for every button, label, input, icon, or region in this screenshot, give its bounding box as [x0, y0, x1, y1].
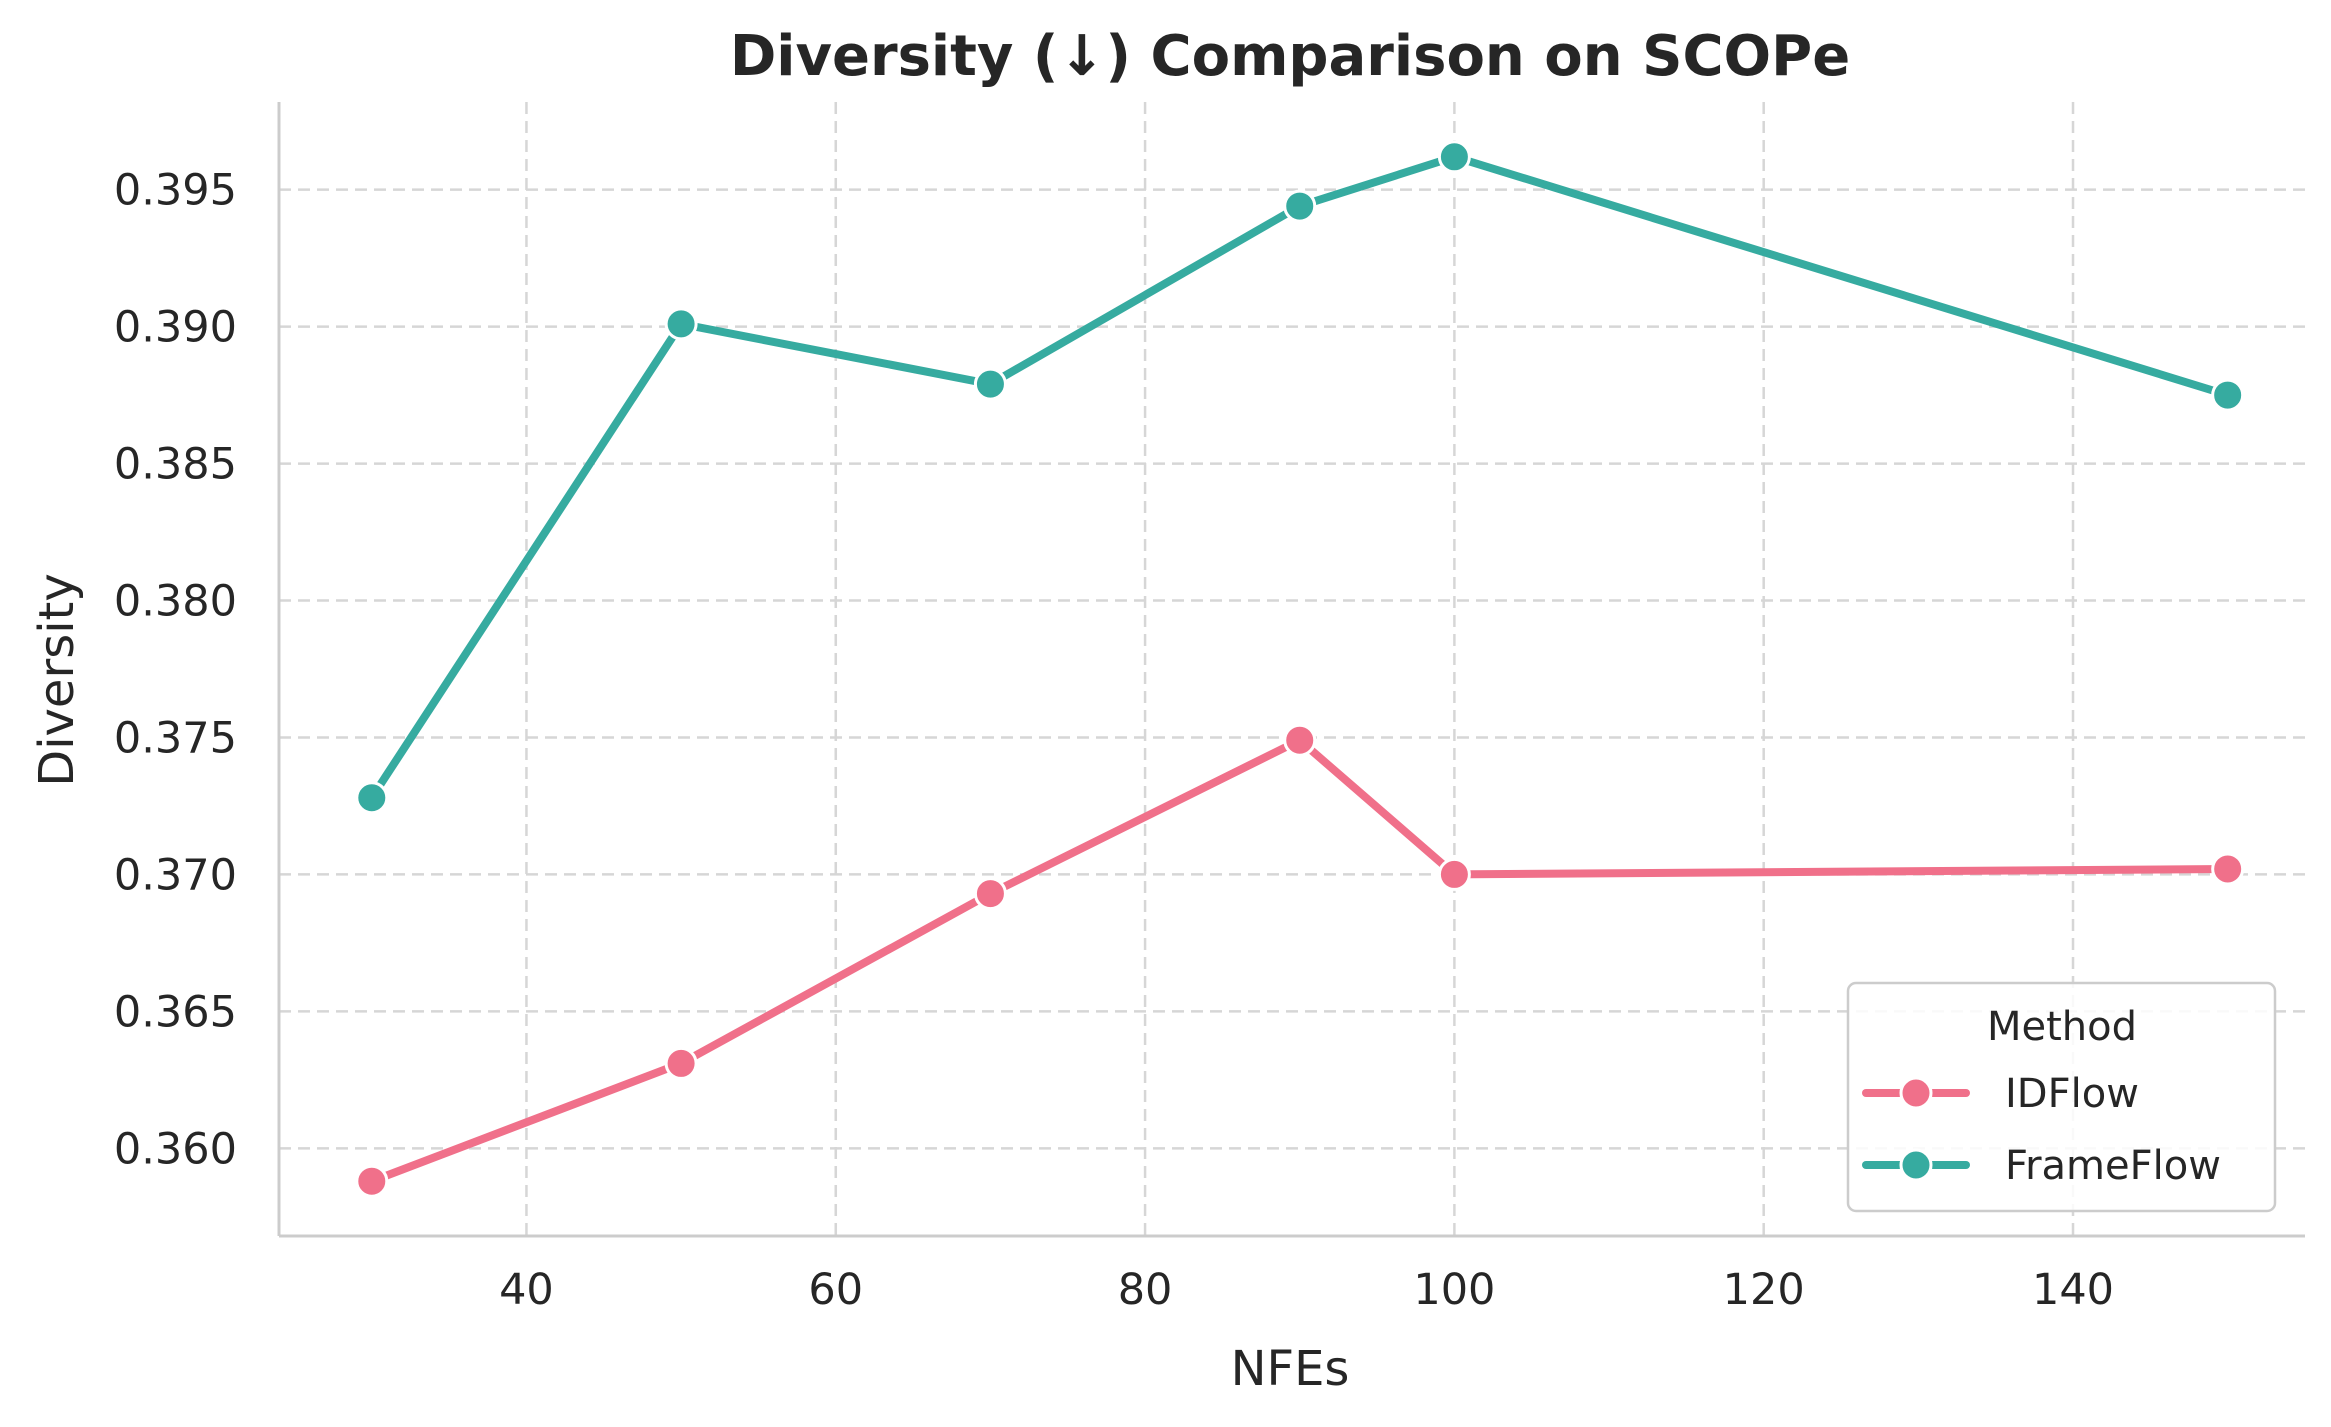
y-tick-label: 0.370 — [114, 850, 237, 900]
series-frameflow — [355, 140, 2245, 815]
series-line-idflow — [367, 736, 2232, 1186]
series-layer — [355, 140, 2245, 1198]
series-idflow — [355, 723, 2245, 1198]
data-point-idflow — [973, 877, 1007, 911]
y-tick-label: 0.360 — [114, 1124, 237, 1174]
y-axis-label: Diversity — [29, 573, 85, 787]
x-axis-label: NFEs — [1231, 1341, 1350, 1397]
y-tick-label: 0.390 — [114, 303, 237, 353]
x-tick-label: 120 — [1723, 1265, 1805, 1315]
series-line-frameflow — [367, 152, 2232, 802]
x-tick-labels: 40 60 80 100 120 140 — [499, 1265, 2114, 1315]
x-tick-label: 80 — [1118, 1265, 1173, 1315]
data-point-frameflow — [1283, 189, 1317, 223]
y-tick-label: 0.385 — [114, 440, 237, 490]
legend-label: IDFlow — [2005, 1071, 2139, 1117]
legend-frame — [1846, 981, 2277, 1213]
data-point-frameflow — [355, 781, 389, 815]
x-tick-label: 40 — [499, 1265, 554, 1315]
legend-entry-idflow: IDFlow — [1862, 1071, 2139, 1117]
legend-label: FrameFlow — [2005, 1143, 2221, 1189]
data-point-frameflow — [1437, 140, 1471, 174]
x-tick-label: 60 — [808, 1265, 863, 1315]
data-point-idflow — [664, 1046, 698, 1080]
y-tick-label: 0.365 — [114, 987, 237, 1037]
legend-marker — [1899, 1076, 1933, 1110]
y-tick-label: 0.375 — [114, 713, 237, 763]
legend-marker — [1899, 1148, 1933, 1182]
data-point-frameflow — [973, 367, 1007, 401]
legend-title: Method — [1987, 1004, 2137, 1050]
y-tick-labels: 0.360 0.365 0.370 0.375 0.380 0.385 0.390 0.395 — [114, 166, 237, 1175]
y-tick-label: 0.380 — [114, 577, 237, 627]
data-point-idflow — [1437, 857, 1471, 891]
x-tick-label: 100 — [1413, 1265, 1495, 1315]
x-tick-label: 140 — [2032, 1265, 2114, 1315]
chart-title: Diversity (↓) Comparison on SCOPe — [730, 24, 1850, 89]
data-point-frameflow — [2211, 378, 2245, 412]
data-point-frameflow — [664, 307, 698, 341]
legend: Method IDFlow FrameFlow — [1846, 981, 2277, 1213]
data-point-idflow — [2211, 852, 2245, 886]
y-tick-label: 0.395 — [114, 166, 237, 216]
data-point-idflow — [355, 1164, 389, 1198]
data-point-idflow — [1283, 723, 1317, 757]
legend-entry-frameflow: FrameFlow — [1862, 1143, 2221, 1189]
legend-entries: IDFlow FrameFlow — [1862, 1071, 2221, 1189]
